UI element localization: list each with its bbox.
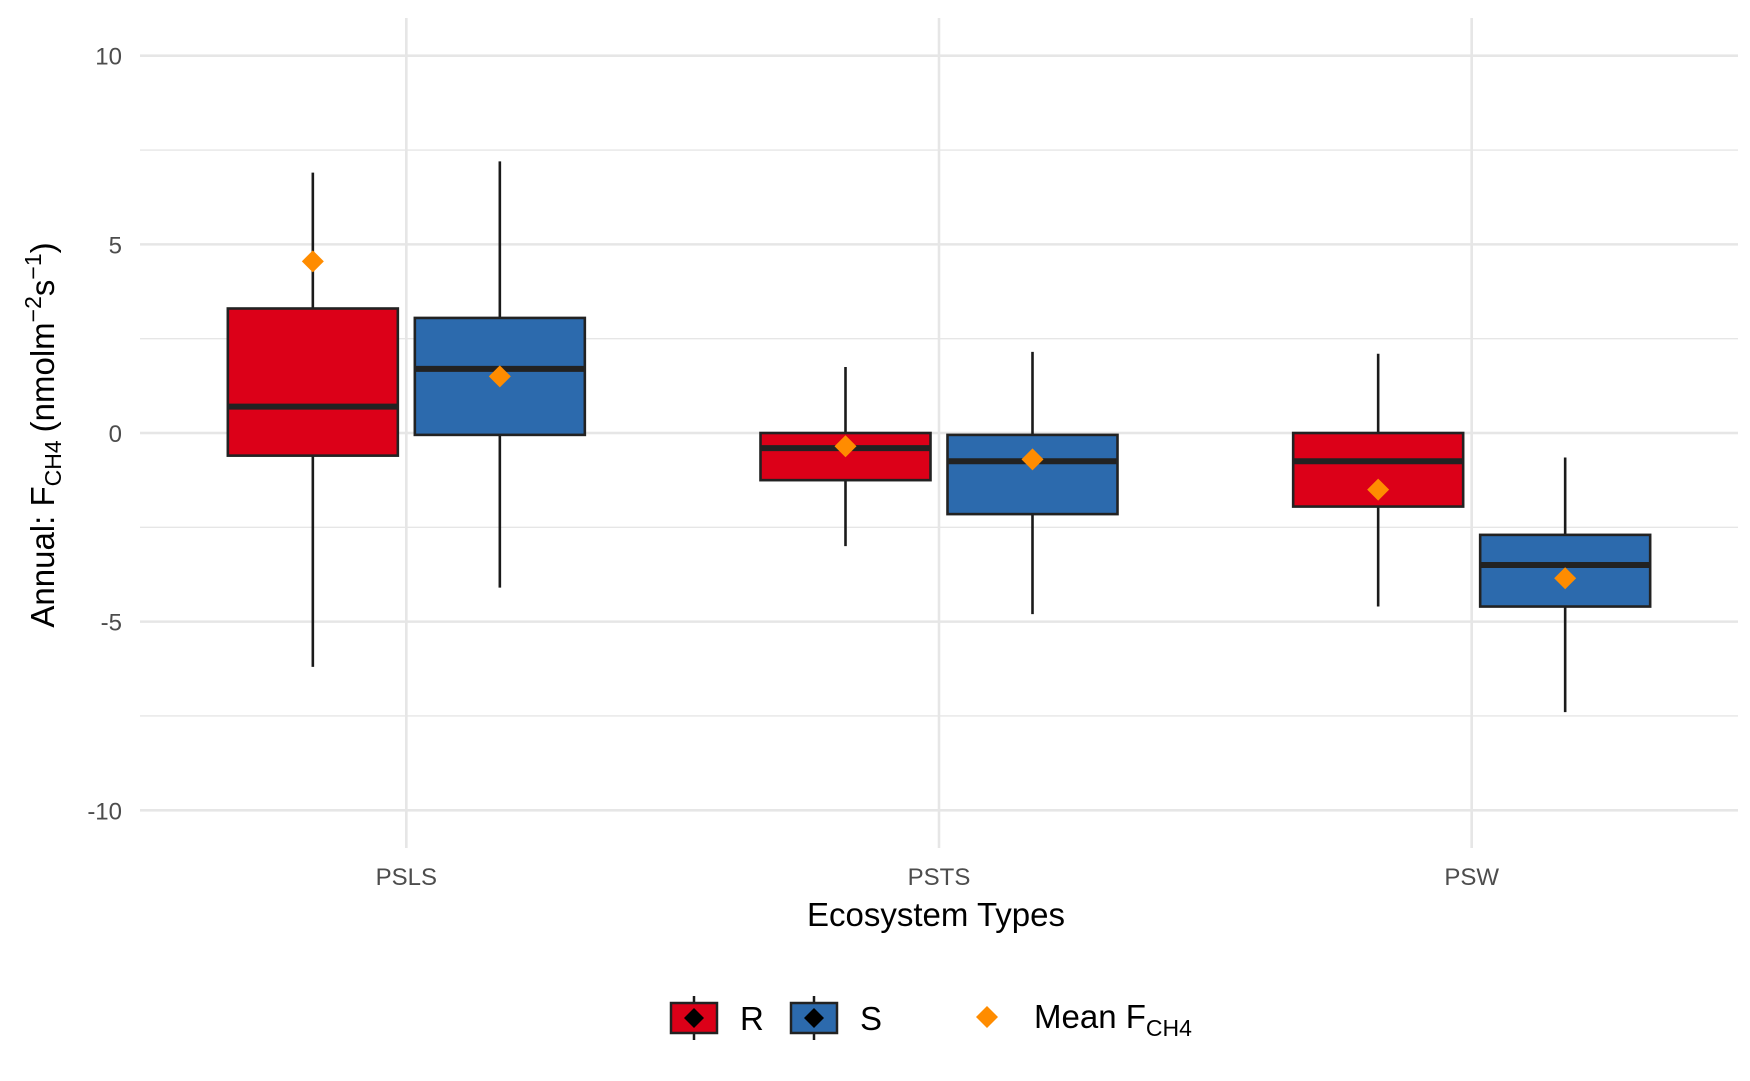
y-axis-ticks: -10 -5 0 5 10: [87, 44, 122, 826]
y-axis-title-unit-close: ): [24, 242, 61, 253]
box: [413, 316, 587, 437]
legend-label-mean: Mean FCH4: [1034, 998, 1192, 1041]
boxplot-s-psls: [413, 161, 587, 588]
legend-item-mean: Mean FCH4: [976, 998, 1192, 1041]
legend: R S Mean FCH4: [669, 996, 1192, 1041]
y-axis-title-unit-exp2: −1: [20, 253, 46, 279]
box: [226, 307, 400, 457]
mean-marker: [1554, 567, 1577, 590]
y-tick-label: -10: [87, 798, 122, 825]
legend-label-mean-subscript: CH4: [1146, 1015, 1192, 1041]
legend-key-r-diamond-icon: [684, 1008, 704, 1028]
legend-label-r: R: [740, 1000, 764, 1037]
y-tick-label: 10: [95, 44, 122, 71]
x-axis-ticks: PSLS PSTS PSW: [376, 864, 1500, 891]
grid: [140, 18, 1738, 848]
box: [759, 431, 932, 482]
mean-marker: [1367, 478, 1390, 501]
legend-key-s-diamond-icon: [804, 1008, 824, 1028]
legend-item-r: R: [669, 996, 764, 1040]
y-axis-title-unit-mid: s: [24, 280, 61, 297]
mean-marker: [301, 250, 324, 273]
y-tick-label: 5: [109, 232, 122, 259]
mean-marker: [834, 435, 857, 458]
legend-key-mean-diamond-icon: [976, 1006, 998, 1028]
y-axis-title-unit-open: (nmolm: [24, 322, 61, 432]
y-tick-label: -5: [101, 610, 122, 637]
boxplot-s-psw: [1478, 457, 1652, 713]
legend-label-mean-prefix: Mean F: [1034, 998, 1146, 1035]
legend-item-s: S: [789, 996, 882, 1040]
boxplots: [226, 161, 1652, 713]
y-axis-title: Annual: FCH4 (nmolm−2s−1): [20, 242, 66, 627]
boxplot-r-psls: [226, 172, 400, 667]
mean-marker: [488, 365, 511, 388]
x-tick-label: PSLS: [376, 864, 437, 891]
boxplot-s-psts: [946, 351, 1119, 615]
y-axis-title-unit-exp1: −2: [20, 296, 46, 322]
x-tick-label: PSW: [1444, 864, 1499, 891]
x-tick-label: PSTS: [908, 864, 971, 891]
mean-marker: [1021, 448, 1044, 471]
y-tick-label: 0: [109, 421, 122, 448]
boxplot-r-psts: [759, 366, 932, 547]
boxplot-r-psw: [1291, 353, 1465, 607]
x-axis-title: Ecosystem Types: [807, 896, 1065, 933]
legend-label-s: S: [860, 1000, 882, 1037]
box: [946, 433, 1119, 516]
y-axis-title-prefix: Annual: F: [24, 486, 61, 627]
y-axis-title-subscript: CH4: [40, 440, 66, 486]
